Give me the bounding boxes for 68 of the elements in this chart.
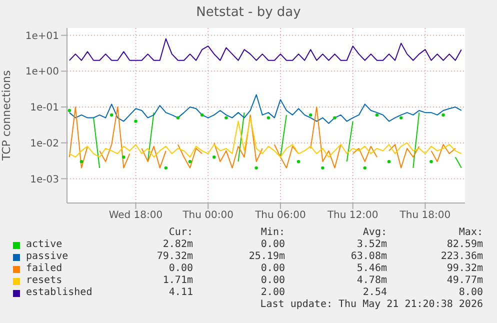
y-tick-label: 1e-01 (30, 102, 59, 114)
point (110, 113, 114, 117)
text: 79.32m (156, 251, 193, 262)
text: Last update: Thu May 21 21:20:38 2026 (259, 299, 483, 310)
point (399, 116, 403, 120)
text: 1.71m (162, 275, 193, 286)
y-tick-label: 1e+01 (25, 30, 59, 42)
x-tick-label: Thu 18:00 (398, 210, 451, 222)
point (212, 156, 216, 159)
legend-label: failed (26, 263, 62, 274)
point (80, 160, 84, 164)
text: Avg: (362, 227, 387, 238)
x-tick-label: Thu 12:00 (326, 210, 378, 222)
point (296, 160, 300, 164)
point (442, 113, 445, 117)
text: 2.00 (260, 287, 285, 298)
text: 99.32m (446, 263, 483, 274)
text: Min: (260, 227, 285, 238)
point (387, 160, 391, 164)
y-axis-title: TCP connections (0, 70, 13, 162)
text: 0.00 (260, 263, 285, 274)
text: 2.82m (162, 239, 193, 250)
point (134, 120, 138, 123)
x-tick-label: Thu 06:00 (254, 210, 306, 222)
line-series (68, 38, 462, 61)
text: 3.52m (356, 239, 387, 250)
text: 0.00 (260, 239, 285, 250)
text: 0.00 (260, 275, 285, 286)
point (176, 116, 180, 120)
line-series (68, 117, 462, 158)
text: 5.46m (356, 263, 387, 274)
point (375, 113, 379, 117)
chart-title: Netstat - by day (195, 5, 302, 20)
y-tick-label: 1e+00 (25, 66, 59, 78)
point (188, 160, 192, 164)
text: 4.11 (168, 287, 193, 298)
text: 2.54 (362, 287, 387, 298)
point (254, 166, 258, 170)
text: 0.00 (168, 263, 193, 274)
legend-label: established (26, 287, 92, 298)
text: 223.36m (440, 251, 483, 262)
point (430, 160, 433, 164)
point (309, 113, 312, 117)
text: 4.78m (356, 275, 387, 286)
text: 25.19m (248, 251, 285, 262)
point (224, 116, 228, 120)
point (266, 116, 270, 120)
point (164, 166, 168, 170)
x-tick-label: Thu 00:00 (182, 210, 234, 222)
line-series (68, 94, 462, 124)
text: 8.00 (458, 287, 483, 298)
point (363, 166, 366, 170)
text: 49.77m (446, 275, 483, 286)
legend-label: active (26, 239, 62, 250)
text: Cur: (168, 227, 193, 238)
point (68, 108, 72, 112)
point (200, 113, 204, 117)
x-tick-label: Wed 18:00 (108, 210, 163, 222)
legend-label: passive (26, 251, 68, 262)
legend-label: resets (26, 275, 62, 286)
text: 63.08m (350, 251, 387, 262)
y-tick-label: 1e-02 (30, 138, 59, 150)
point (122, 156, 126, 159)
text: 82.59m (446, 239, 483, 250)
y-tick-label: 1e-03 (30, 174, 59, 186)
text: Max: (458, 227, 483, 238)
point (321, 166, 324, 170)
point (333, 116, 336, 120)
